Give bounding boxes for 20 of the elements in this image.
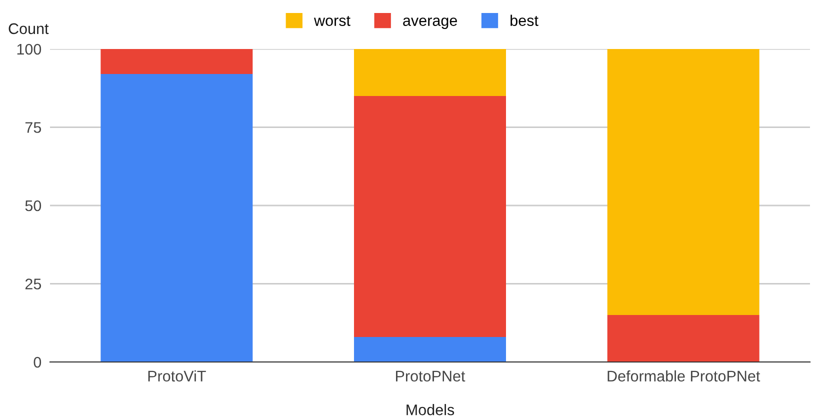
bar bbox=[607, 49, 760, 316]
x-tick-label: Deformable ProtoPNet bbox=[608, 370, 760, 382]
y-tick-label: 75 bbox=[25, 122, 42, 133]
bar bbox=[100, 49, 253, 74]
x-tick-label: ProtoViT bbox=[148, 370, 206, 382]
bar bbox=[354, 49, 506, 96]
bar bbox=[354, 96, 506, 337]
y-tick-label: 0 bbox=[34, 356, 42, 368]
legend-label: best bbox=[510, 14, 538, 26]
y-axis-title: Count bbox=[8, 23, 49, 34]
y-tick-label: 25 bbox=[25, 278, 42, 290]
x-axis-title: Models bbox=[406, 404, 454, 416]
legend-label: average bbox=[403, 18, 457, 29]
bar bbox=[607, 315, 760, 362]
bar bbox=[100, 74, 253, 362]
y-tick-label: 100 bbox=[17, 44, 42, 55]
x-tick-label: ProtoPNet bbox=[396, 370, 466, 382]
legend-label: worst bbox=[314, 16, 350, 26]
y-tick-label: 50 bbox=[25, 200, 42, 212]
bar bbox=[354, 336, 506, 362]
